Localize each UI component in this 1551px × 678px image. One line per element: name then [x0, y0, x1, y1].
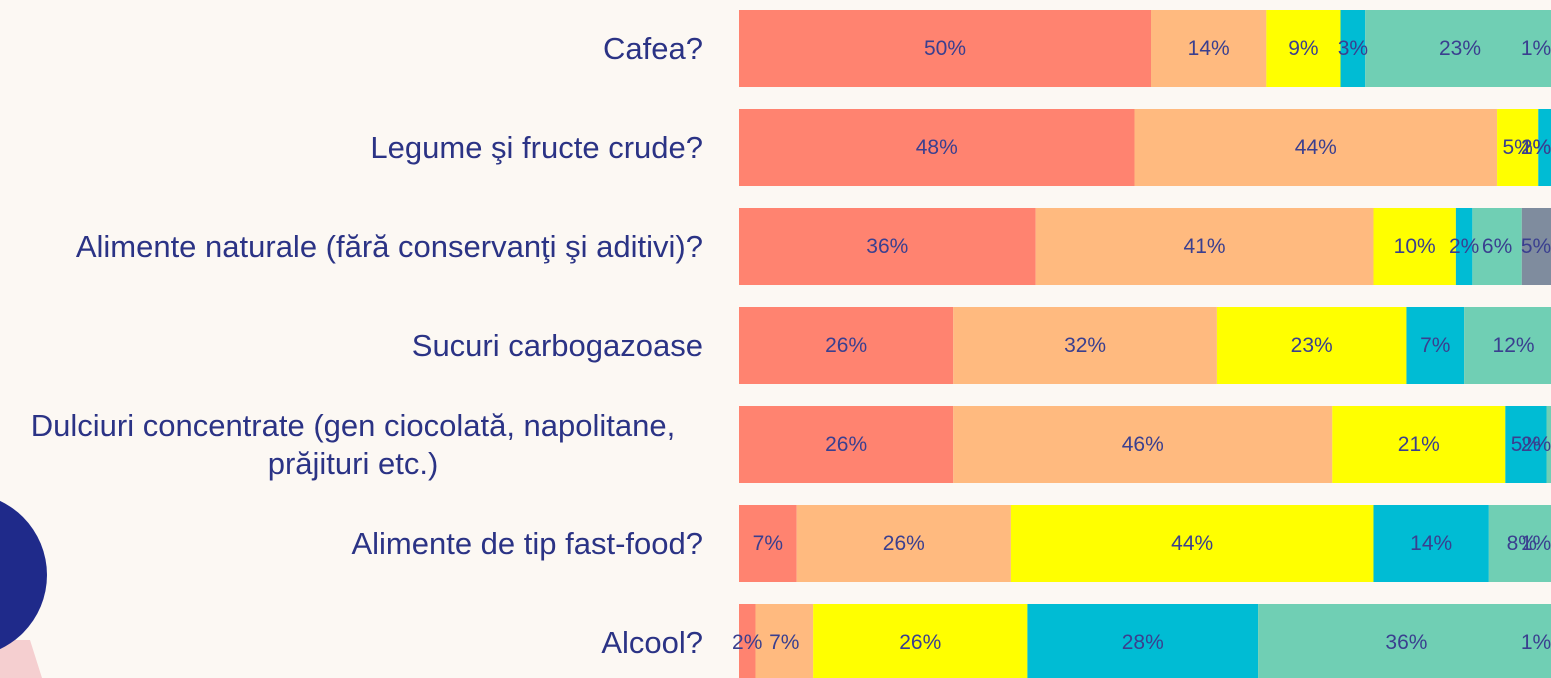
data-label: 10% [1394, 235, 1436, 258]
bar-segment [755, 604, 814, 678]
bar-segment [1373, 208, 1456, 285]
data-label: 50% [924, 37, 966, 60]
bar-segment [1010, 505, 1374, 582]
data-label: 6% [1482, 235, 1512, 258]
data-label: 7% [1420, 334, 1450, 357]
data-label: 26% [883, 532, 925, 555]
bar-segment [1035, 208, 1374, 285]
data-label: 26% [899, 631, 941, 654]
data-label: 14% [1410, 532, 1452, 555]
category-label: Alimente naturale (fără conservanţi şi a… [3, 208, 703, 285]
data-label: 9% [1288, 37, 1318, 60]
decor-circle [0, 500, 47, 650]
bar-segment [813, 604, 1028, 678]
decor-triangle [0, 640, 42, 678]
bar-segment [1216, 307, 1407, 384]
bar-segment [1151, 10, 1267, 87]
data-label: 26% [825, 334, 867, 357]
data-label: 8% [1507, 532, 1537, 555]
data-label: 3% [1338, 37, 1368, 60]
bar-segment [1488, 505, 1551, 582]
bar-segment [739, 10, 1151, 87]
bar-segment [1027, 604, 1259, 678]
data-label: 5% [1511, 433, 1541, 456]
bar-segment [1464, 307, 1551, 384]
bar-segment [1497, 109, 1539, 186]
data-label: 32% [1064, 334, 1106, 357]
category-text: Legume şi fructe crude? [370, 129, 703, 165]
bar-segment [1455, 208, 1473, 285]
data-label: 7% [753, 532, 783, 555]
data-label: 1% [1521, 631, 1551, 654]
data-label: 7% [769, 631, 799, 654]
category-label: Sucuri carbogazoase [3, 307, 703, 384]
bar-segment [1365, 10, 1551, 87]
category-text: Alcool? [601, 624, 703, 660]
data-label: 46% [1122, 433, 1164, 456]
bar-segment [1266, 10, 1341, 87]
bar-segment [1521, 208, 1551, 285]
data-label: 23% [1439, 37, 1481, 60]
data-label: 44% [1171, 532, 1213, 555]
data-label: 2% [1449, 235, 1479, 258]
bar-segment [1546, 406, 1551, 483]
category-label: Alimente de tip fast-food? [3, 505, 703, 582]
bar-segment [739, 406, 954, 483]
bar-segment [796, 505, 1011, 582]
data-label: 21% [1398, 433, 1440, 456]
data-label: 36% [866, 235, 908, 258]
bar-segment [739, 604, 756, 678]
category-text: Alimente naturale (fără conservanţi şi a… [75, 228, 703, 264]
category-label: Cafea? [3, 10, 703, 87]
bar-segment [1258, 604, 1551, 678]
category-label: Alcool? [3, 604, 703, 678]
data-label: 1% [1521, 136, 1551, 159]
category-label: Legume şi fructe crude? [3, 109, 703, 186]
category-label: Dulciuri concentrate (gen ciocolată, nap… [3, 406, 703, 483]
data-label: 2% [1521, 433, 1551, 456]
bar-segment [1472, 208, 1522, 285]
bar-segment [1505, 406, 1547, 483]
data-label: 2% [1521, 136, 1551, 159]
data-label: 5% [1503, 136, 1533, 159]
bar-segment [739, 505, 797, 582]
data-label: 5% [1521, 235, 1551, 258]
bar-segment [953, 406, 1333, 483]
bar-segment [1134, 109, 1498, 186]
data-label: 2% [732, 631, 762, 654]
bar-segment [1340, 10, 1366, 87]
bar-segment [739, 307, 954, 384]
bar-segment [953, 307, 1217, 384]
category-text: Dulciuri concentrate (gen ciocolată, nap… [30, 407, 676, 481]
data-label: 23% [1291, 334, 1333, 357]
bar-segment [1332, 406, 1506, 483]
data-label: 1% [1521, 37, 1551, 60]
category-text: Alimente de tip fast-food? [351, 525, 703, 561]
category-text: Cafea? [603, 30, 703, 66]
bar-segment [739, 109, 1135, 186]
bar-segment [1538, 109, 1551, 186]
data-label: 36% [1385, 631, 1427, 654]
data-label: 48% [916, 136, 958, 159]
data-label: 14% [1188, 37, 1230, 60]
bar-segment [1373, 505, 1489, 582]
bar-segment [739, 208, 1036, 285]
data-label: 12% [1493, 334, 1535, 357]
data-label: 28% [1122, 631, 1164, 654]
data-label: 26% [825, 433, 867, 456]
data-label: 1% [1521, 532, 1551, 555]
data-label: 41% [1184, 235, 1226, 258]
bar-segment [1406, 307, 1465, 384]
data-label: 44% [1295, 136, 1337, 159]
category-text: Sucuri carbogazoase [411, 327, 703, 363]
